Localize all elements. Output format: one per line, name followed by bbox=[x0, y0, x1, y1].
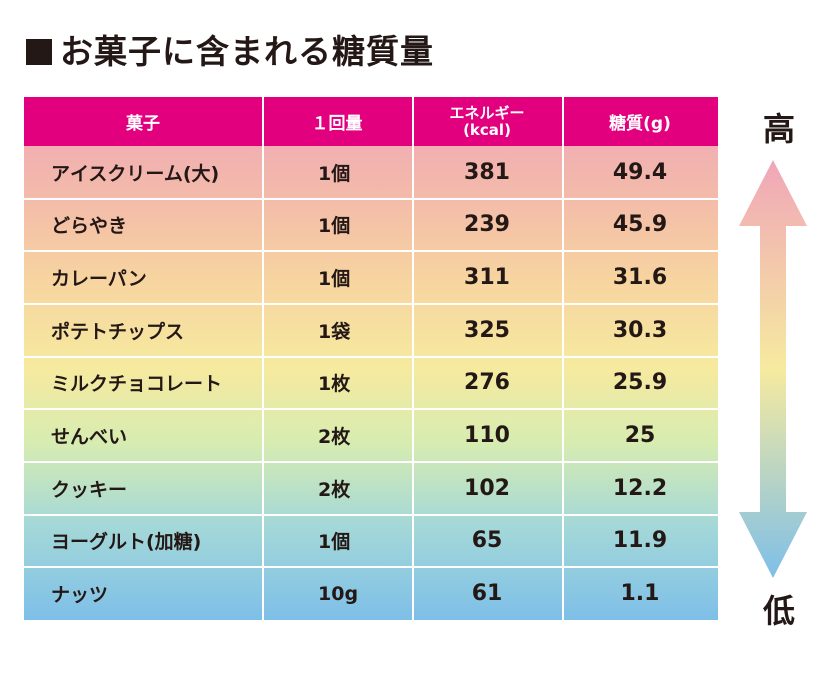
table-row: せんべい 2枚 110 25 bbox=[24, 409, 718, 462]
scale-high-label: 高 bbox=[762, 110, 795, 148]
snack-name-cell: カレーパン bbox=[51, 268, 147, 291]
page-title: お菓子に含まれる糖質量 bbox=[26, 32, 434, 72]
table-row: カレーパン 1個 311 31.6 bbox=[24, 251, 718, 304]
sugar-cell: 25 bbox=[624, 423, 656, 449]
row-divider bbox=[24, 408, 718, 411]
amount-cell: 2枚 bbox=[318, 478, 351, 501]
header-amount: １回量 bbox=[311, 114, 363, 134]
double-headed-arrow-icon bbox=[739, 160, 807, 578]
column-divider bbox=[562, 97, 564, 620]
sugar-cell: 45.9 bbox=[612, 212, 668, 238]
sugar-cell: 12.2 bbox=[612, 475, 668, 501]
table-header: 菓子 １回量 エネルギー (kcal) 糖質(g) bbox=[24, 97, 718, 146]
amount-cell: 1枚 bbox=[318, 373, 351, 396]
row-divider bbox=[24, 303, 718, 305]
table-row: クッキー 2枚 102 12.2 bbox=[24, 462, 718, 515]
table-row: どらやき 1個 239 45.9 bbox=[24, 199, 718, 252]
row-divider bbox=[24, 566, 718, 569]
header-sugar: 糖質(g) bbox=[609, 114, 671, 134]
row-divider bbox=[24, 513, 718, 516]
sugar-cell: 1.1 bbox=[620, 581, 660, 607]
sugar-cell: 49.4 bbox=[612, 159, 668, 185]
title-text: お菓子に含まれる糖質量 bbox=[60, 32, 434, 71]
snack-name-cell: ミルクチョコレート bbox=[51, 373, 223, 396]
amount-cell: 1個 bbox=[318, 215, 351, 238]
amount-cell: 1個 bbox=[318, 531, 351, 554]
column-divider bbox=[412, 97, 414, 620]
amount-cell: 1個 bbox=[318, 162, 351, 185]
amount-cell: 1袋 bbox=[318, 320, 351, 343]
sugar-cell: 11.9 bbox=[612, 528, 668, 554]
amount-cell: 1個 bbox=[318, 268, 351, 291]
snack-name-cell: ヨーグルト(加糖) bbox=[51, 531, 202, 554]
row-divider bbox=[24, 355, 718, 358]
column-divider bbox=[262, 97, 264, 620]
table-row: ナッツ 10g 61 1.1 bbox=[24, 567, 718, 620]
sugar-cell: 30.3 bbox=[612, 317, 668, 343]
energy-cell: 61 bbox=[471, 581, 503, 607]
table-row: ヨーグルト(加糖) 1個 65 11.9 bbox=[24, 515, 718, 568]
table-row: アイスクリーム(大) 1個 381 49.4 bbox=[24, 146, 718, 199]
sugar-cell: 25.9 bbox=[612, 370, 668, 396]
energy-cell: 65 bbox=[471, 528, 503, 554]
snack-name-cell: せんべい bbox=[51, 426, 128, 449]
header-energy-line1: エネルギー bbox=[449, 103, 525, 122]
amount-cell: 10g bbox=[318, 582, 359, 605]
sugar-table: 菓子 １回量 エネルギー (kcal) 糖質(g) アイスクリーム(大) 1個 38… bbox=[24, 97, 718, 620]
header-snack: 菓子 bbox=[126, 114, 160, 134]
header-energy-line2: (kcal) bbox=[463, 120, 511, 139]
energy-cell: 325 bbox=[464, 317, 510, 343]
energy-cell: 276 bbox=[464, 370, 510, 396]
table-row: ミルクチョコレート 1枚 276 25.9 bbox=[24, 357, 718, 410]
amount-cell: 2枚 bbox=[318, 426, 351, 449]
header-energy: エネルギー (kcal) bbox=[412, 97, 562, 146]
table-row: ポテトチップス 1袋 325 30.3 bbox=[24, 304, 718, 357]
energy-cell: 381 bbox=[464, 159, 510, 185]
energy-cell: 239 bbox=[464, 212, 510, 238]
sugar-cell: 31.6 bbox=[612, 265, 668, 291]
snack-name-cell: クッキー bbox=[51, 478, 128, 501]
scale-low-label: 低 bbox=[762, 592, 795, 630]
row-divider bbox=[24, 250, 718, 253]
snack-name-cell: ポテトチップス bbox=[51, 320, 185, 343]
snack-name-cell: アイスクリーム(大) bbox=[51, 162, 220, 185]
black-square-icon bbox=[26, 39, 52, 65]
row-divider bbox=[24, 197, 718, 200]
energy-cell: 102 bbox=[464, 475, 510, 501]
row-divider bbox=[24, 461, 718, 463]
energy-cell: 110 bbox=[464, 423, 510, 449]
snack-name-cell: どらやき bbox=[51, 215, 128, 238]
snack-name-cell: ナッツ bbox=[51, 584, 109, 607]
energy-cell: 311 bbox=[464, 265, 510, 291]
